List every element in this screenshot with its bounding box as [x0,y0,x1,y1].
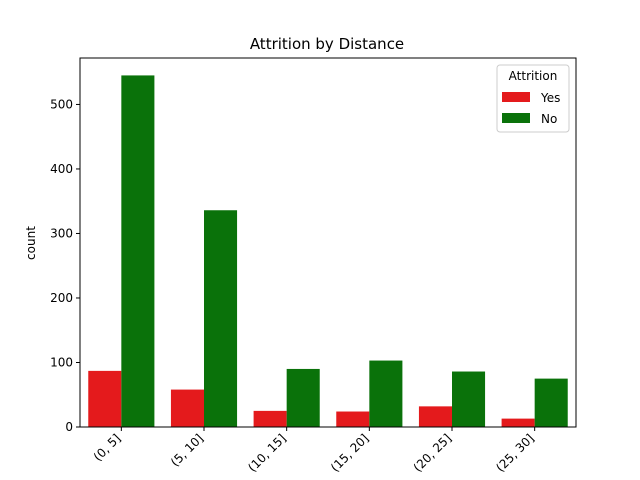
bars-layer [88,75,567,427]
x-tick-label-3: (15, 20] [328,431,372,475]
x-tick-label-0: (0, 5] [91,431,124,464]
bar-no-4 [452,372,485,427]
bar-yes-4 [419,406,452,427]
x-tick-label-5: (25, 30] [493,431,537,475]
bar-yes-2 [254,411,287,427]
bar-no-2 [287,369,320,427]
y-tick-label-5: 500 [50,97,73,111]
legend-swatch-yes [502,92,530,102]
legend-label-no: No [541,112,557,126]
legend-label-yes: Yes [540,91,560,105]
x-tick-label-1: (5, 10] [168,431,206,469]
bar-yes-5 [502,419,535,427]
y-tick-label-4: 400 [50,162,73,176]
legend-title: Attrition [509,69,558,83]
bar-yes-1 [171,390,204,427]
bar-no-5 [535,379,568,427]
legend: Attrition Yes No [497,65,569,132]
x-tick-label-4: (20, 25] [411,431,455,475]
x-ticks: (0, 5] (5, 10] (10, 15] (15, 20] (20, 25] (25… [91,427,537,475]
y-tick-label-0: 0 [65,420,73,434]
y-tick-label-3: 300 [50,226,73,240]
y-axis-label: count [24,226,38,260]
y-tick-label-2: 200 [50,291,73,305]
y-tick-label-1: 100 [50,355,73,369]
bar-no-3 [369,361,402,427]
legend-swatch-no [502,113,530,123]
bar-no-0 [121,75,154,427]
chart-title: Attrition by Distance [250,35,404,53]
bar-no-1 [204,210,237,427]
bar-yes-0 [88,371,121,427]
x-tick-label-2: (10, 15] [245,431,289,475]
y-ticks: 0 100 200 300 400 500 [50,97,80,434]
bar-yes-3 [336,412,369,427]
